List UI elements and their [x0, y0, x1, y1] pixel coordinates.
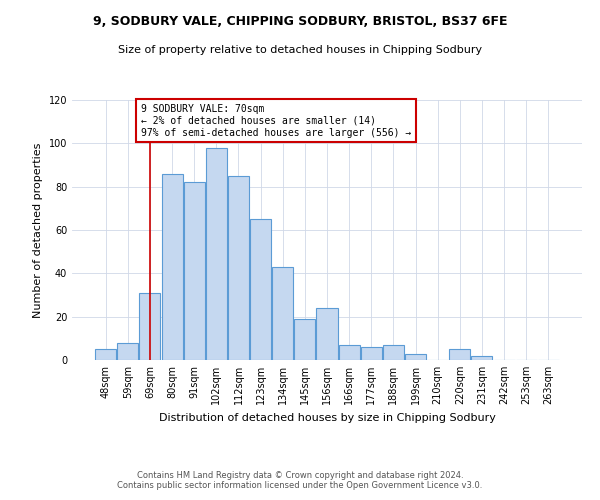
Text: Contains HM Land Registry data © Crown copyright and database right 2024.
Contai: Contains HM Land Registry data © Crown c… — [118, 470, 482, 490]
Bar — [449, 349, 470, 360]
Bar — [228, 176, 249, 360]
Bar — [472, 356, 493, 360]
Bar — [338, 345, 359, 360]
Bar — [161, 174, 182, 360]
Y-axis label: Number of detached properties: Number of detached properties — [33, 142, 43, 318]
Text: 9 SODBURY VALE: 70sqm
← 2% of detached houses are smaller (14)
97% of semi-detac: 9 SODBURY VALE: 70sqm ← 2% of detached h… — [141, 104, 412, 138]
Bar — [272, 267, 293, 360]
Bar — [361, 347, 382, 360]
Bar — [206, 148, 227, 360]
Bar — [405, 354, 426, 360]
Bar — [118, 342, 139, 360]
X-axis label: Distribution of detached houses by size in Chipping Sodbury: Distribution of detached houses by size … — [158, 412, 496, 422]
Bar — [184, 182, 205, 360]
Text: 9, SODBURY VALE, CHIPPING SODBURY, BRISTOL, BS37 6FE: 9, SODBURY VALE, CHIPPING SODBURY, BRIST… — [93, 15, 507, 28]
Bar — [295, 319, 316, 360]
Text: Size of property relative to detached houses in Chipping Sodbury: Size of property relative to detached ho… — [118, 45, 482, 55]
Bar — [139, 293, 160, 360]
Bar — [95, 349, 116, 360]
Bar — [383, 345, 404, 360]
Bar — [250, 219, 271, 360]
Bar — [316, 308, 338, 360]
